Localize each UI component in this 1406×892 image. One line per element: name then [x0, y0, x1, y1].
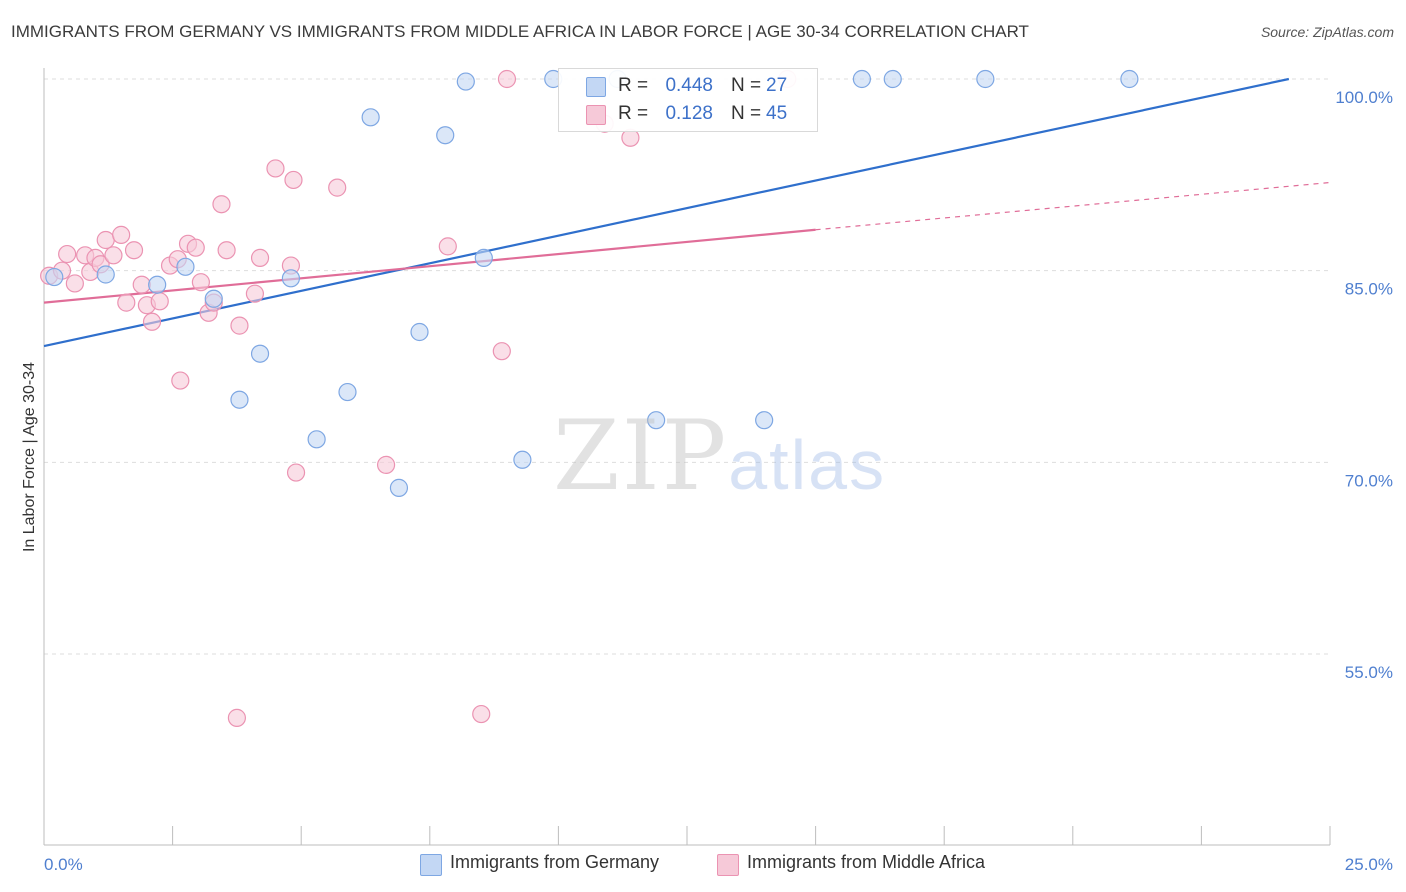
- data-point-germany: [281, 269, 301, 288]
- x-tick-label-max: 25.0%: [1345, 855, 1393, 874]
- source-credit: Source: ZipAtlas.com: [1260, 24, 1394, 40]
- r-value: 0.448: [665, 75, 713, 96]
- data-point-germany: [230, 390, 249, 409]
- data-point-germany: [456, 72, 475, 91]
- data-point-africa: [212, 195, 231, 214]
- middle-africa-swatch: [586, 105, 606, 125]
- data-point-africa: [328, 178, 347, 197]
- data-point-africa: [150, 292, 169, 311]
- middle-africa-legend-swatch: [717, 854, 739, 876]
- data-point-germany: [389, 478, 409, 497]
- y-tick-label-100: 100.0%: [1335, 88, 1393, 107]
- data-point-africa: [376, 455, 396, 474]
- y-tick-label-85: 85.0%: [1345, 280, 1393, 299]
- data-point-africa: [438, 237, 457, 256]
- r-label: R =: [618, 75, 649, 96]
- data-point-germany: [250, 344, 270, 363]
- data-point-germany: [755, 411, 774, 430]
- data-point-germany: [976, 69, 995, 89]
- data-point-germany: [513, 450, 532, 469]
- correlation-stats-box: R = 0.448 N = 27 R = 0.128 N = 45: [558, 68, 818, 132]
- stats-row-middle-africa: R = 0.128 N = 45: [559, 101, 817, 129]
- middle-africa-legend-label: Immigrants from Middle Africa: [747, 852, 986, 872]
- data-point-africa: [191, 273, 210, 292]
- trend-line-africa: [43, 228, 816, 304]
- data-point-germany: [96, 265, 115, 284]
- data-point-germany: [647, 411, 666, 430]
- stats-row-germany: R = 0.448 N = 27: [559, 73, 817, 101]
- n-value: 27: [766, 75, 788, 96]
- y-axis-label: In Labor Force | Age 30-34: [21, 362, 38, 552]
- germany-legend-swatch: [420, 854, 442, 876]
- n-value: 45: [766, 103, 788, 124]
- data-point-africa: [472, 704, 491, 724]
- axes: [43, 68, 1331, 846]
- data-point-africa: [284, 170, 303, 190]
- series-middle-africa: [40, 69, 797, 727]
- data-point-germany: [474, 248, 493, 267]
- data-point-africa: [65, 274, 84, 293]
- tick-labels: 55.0% 70.0% 85.0% 100.0% 0.0% 25.0%: [44, 88, 1393, 874]
- x-tick-label-min: 0.0%: [44, 855, 83, 874]
- data-point-germany: [204, 289, 223, 308]
- data-point-germany: [361, 108, 380, 127]
- data-point-africa: [171, 371, 190, 390]
- data-point-africa: [250, 248, 270, 267]
- germany-legend-label: Immigrants from Germany: [450, 852, 660, 872]
- data-point-africa: [124, 241, 144, 260]
- y-tick-label-70: 70.0%: [1345, 471, 1393, 490]
- n-label: N =: [731, 103, 762, 124]
- data-point-germany: [307, 430, 326, 449]
- series-germany: [45, 69, 1139, 497]
- data-point-africa: [230, 316, 249, 335]
- data-point-africa: [117, 293, 136, 312]
- grid-lines: [44, 78, 1330, 655]
- data-point-africa: [497, 69, 517, 89]
- data-point-germany: [410, 322, 429, 342]
- trend-line-extension-africa: [815, 181, 1331, 231]
- data-point-germany: [852, 69, 871, 89]
- data-point-africa: [142, 312, 162, 331]
- data-point-germany: [45, 267, 64, 287]
- r-value: 0.128: [665, 103, 713, 124]
- data-point-africa: [217, 241, 236, 260]
- n-label: N =: [731, 75, 762, 96]
- y-tick-label-55: 55.0%: [1345, 663, 1393, 682]
- data-point-germany: [338, 382, 357, 402]
- data-point-germany: [436, 126, 455, 145]
- data-point-africa: [245, 284, 265, 303]
- data-point-africa: [132, 275, 151, 294]
- watermark: ZIPatlas: [553, 400, 887, 512]
- data-point-africa: [266, 159, 285, 178]
- germany-swatch: [586, 77, 606, 97]
- chart-title: IMMIGRANTS FROM GERMANY VS IMMIGRANTS FR…: [11, 22, 1029, 41]
- data-point-germany: [883, 69, 902, 89]
- data-point-germany: [1120, 69, 1139, 89]
- data-point-germany: [176, 257, 195, 276]
- data-point-africa: [286, 463, 306, 482]
- r-label: R =: [618, 103, 649, 124]
- data-point-africa: [58, 244, 77, 264]
- data-point-africa: [104, 246, 123, 265]
- data-point-africa: [492, 342, 511, 361]
- data-point-africa: [186, 238, 205, 257]
- data-point-africa: [112, 225, 131, 244]
- data-point-africa: [227, 708, 246, 727]
- data-point-africa: [96, 230, 115, 250]
- data-point-germany: [148, 275, 167, 294]
